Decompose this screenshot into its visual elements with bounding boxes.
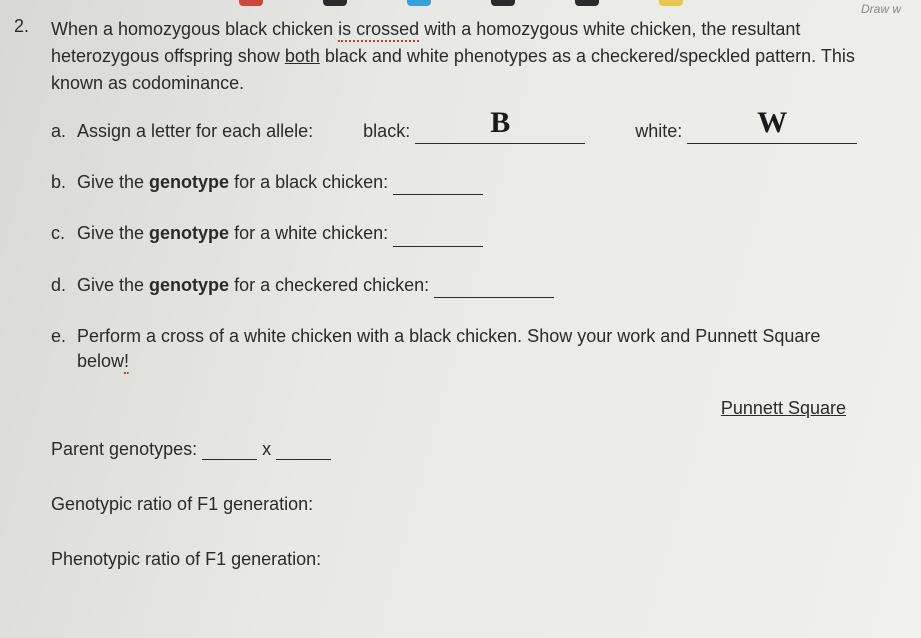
black-answer-handwritten: B xyxy=(415,102,585,144)
genotypic-ratio-line: Genotypic ratio of F1 generation: xyxy=(51,494,906,515)
sub-b: b. Give the genotype for a black chicken… xyxy=(51,170,906,195)
white-blank[interactable]: W xyxy=(687,122,857,144)
sub-e-letter: e. xyxy=(51,324,77,349)
sub-e-text: Perform a cross of a white chicken with … xyxy=(77,324,906,374)
sub-c-letter: c. xyxy=(51,221,77,246)
black-label: black: xyxy=(363,121,410,141)
parent-genotypes-line: Parent genotypes: x xyxy=(51,439,906,460)
black-blank[interactable]: B xyxy=(415,122,585,144)
question-number: 2. xyxy=(14,16,29,37)
sub-b-text: Give the genotype for a black chicken: xyxy=(77,170,906,195)
sub-b-pre: Give the xyxy=(77,172,149,192)
sub-a-text: Assign a letter for each allele: black: … xyxy=(77,119,906,144)
sub-d-blank[interactable] xyxy=(434,276,554,298)
sub-e: e. Perform a cross of a white chicken wi… xyxy=(51,324,906,374)
parent-genotypes-label: Parent genotypes: xyxy=(51,439,197,459)
parent-genotype-blank-2[interactable] xyxy=(276,442,331,460)
white-answer-handwritten: W xyxy=(687,102,857,144)
sub-a-prompt: Assign a letter for each allele: xyxy=(77,121,313,141)
subquestion-list: a. Assign a letter for each allele: blac… xyxy=(51,119,906,374)
marker-tip xyxy=(407,0,431,6)
stem-line1-dotted: is crossed xyxy=(338,19,419,42)
sub-d-pre: Give the xyxy=(77,275,149,295)
stem-line2-under: both xyxy=(285,46,320,66)
marker-tip xyxy=(323,0,347,6)
sub-b-post: for a black chicken: xyxy=(229,172,388,192)
stem-line3: known as codominance. xyxy=(51,73,244,93)
sub-c-bold: genotype xyxy=(149,223,229,243)
marker-tip xyxy=(659,0,683,6)
sub-d-letter: d. xyxy=(51,273,77,298)
white-label: white: xyxy=(635,121,682,141)
sub-a-letter: a. xyxy=(51,119,77,144)
sub-e-line2-dotted: ! xyxy=(124,351,129,374)
sub-c-blank[interactable] xyxy=(393,225,483,247)
sub-b-letter: b. xyxy=(51,170,77,195)
stem-line2-post: black and white phenotypes as a checkere… xyxy=(320,46,855,66)
sub-d-post: for a checkered chicken: xyxy=(229,275,429,295)
marker-tip xyxy=(575,0,599,6)
sub-d-bold: genotype xyxy=(149,275,229,295)
marker-tip xyxy=(491,0,515,6)
marker-tip xyxy=(239,0,263,6)
punnett-square-header: Punnett Square xyxy=(15,398,846,419)
sub-c-text: Give the genotype for a white chicken: xyxy=(77,221,906,246)
sub-a: a. Assign a letter for each allele: blac… xyxy=(51,119,906,144)
stem-line1-pre: When a homozygous black chicken xyxy=(51,19,338,39)
stem-line1-post: with a homozygous white chicken, the res… xyxy=(419,19,800,39)
draw-watermark: Draw w xyxy=(861,2,901,16)
sub-d-text: Give the genotype for a checkered chicke… xyxy=(77,273,906,298)
sub-c: c. Give the genotype for a white chicken… xyxy=(51,221,906,246)
sub-c-pre: Give the xyxy=(77,223,149,243)
stem-line2-pre: heterozygous offspring show xyxy=(51,46,285,66)
sub-d: d. Give the genotype for a checkered chi… xyxy=(51,273,906,298)
marker-tips-decor xyxy=(0,0,921,12)
sub-b-bold: genotype xyxy=(149,172,229,192)
sub-e-line1: Perform a cross of a white chicken with … xyxy=(77,326,820,346)
sub-e-line2-pre: below xyxy=(77,351,124,371)
cross-x: x xyxy=(262,439,271,459)
sub-c-post: for a white chicken: xyxy=(229,223,388,243)
parent-genotype-blank-1[interactable] xyxy=(202,442,257,460)
lower-answer-block: Parent genotypes: x Genotypic ratio of F… xyxy=(51,439,906,570)
question-stem: When a homozygous black chicken is cross… xyxy=(51,16,906,97)
phenotypic-ratio-line: Phenotypic ratio of F1 generation: xyxy=(51,549,906,570)
sub-b-blank[interactable] xyxy=(393,173,483,195)
